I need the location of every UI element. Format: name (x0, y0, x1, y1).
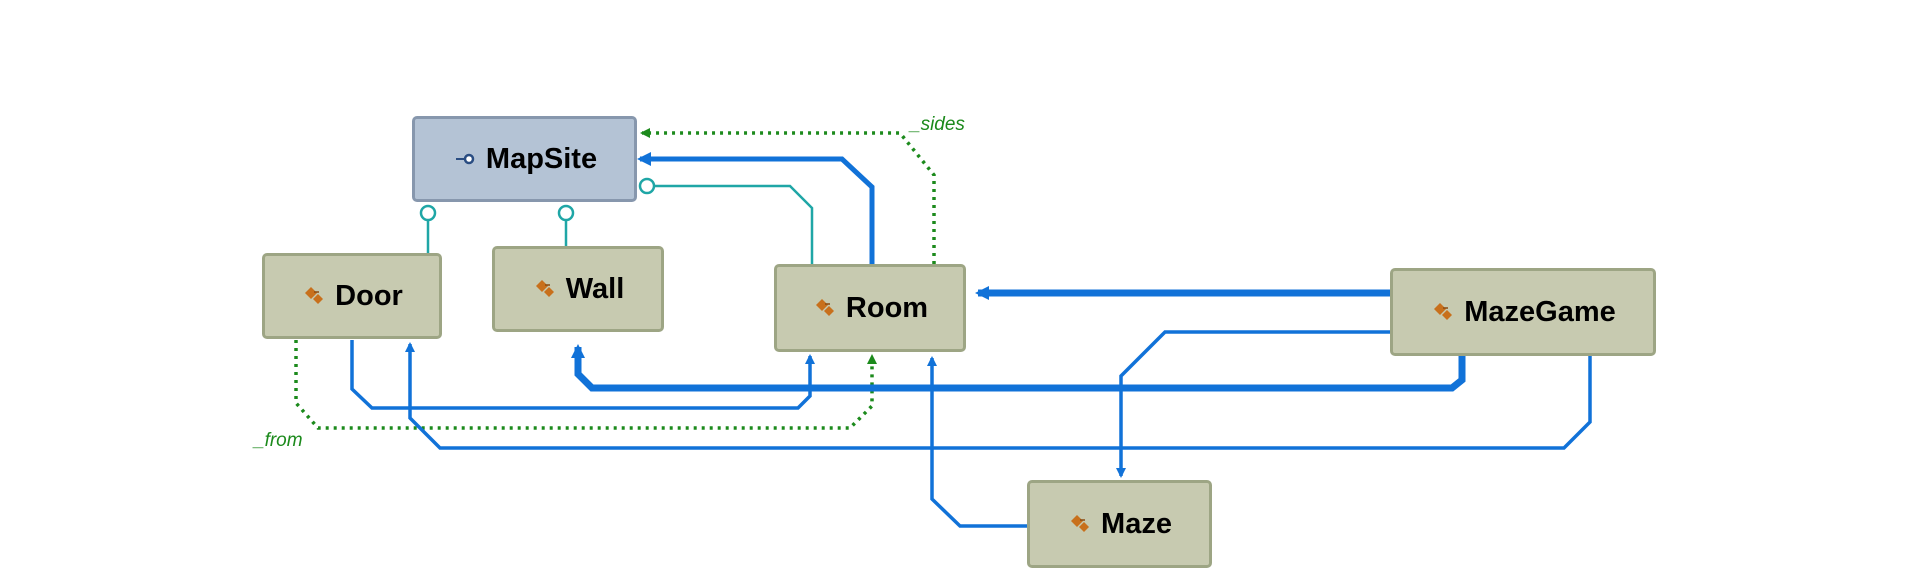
node-door-label: Door (335, 279, 403, 312)
dependency-room-mapsite[interactable] (637, 152, 875, 264)
node-room[interactable]: Room (774, 264, 966, 352)
node-door[interactable]: Door (262, 253, 442, 339)
dependency-mazegame-door[interactable] (405, 342, 1592, 450)
node-maze[interactable]: Maze (1027, 480, 1212, 568)
class-icon (1430, 299, 1456, 325)
node-wall[interactable]: Wall (492, 246, 664, 332)
edge-label-sides: _sides (910, 114, 965, 135)
class-icon (812, 295, 838, 321)
interface-icon (452, 146, 478, 172)
dependency-maze-room[interactable] (927, 356, 1031, 528)
node-mazegame[interactable]: MazeGame (1390, 268, 1656, 356)
association-door-room-from[interactable] (294, 340, 877, 430)
edge-label-from: _from (254, 430, 303, 451)
node-mazegame-label: MazeGame (1464, 295, 1616, 328)
node-mapsite[interactable]: MapSite (412, 116, 637, 202)
class-icon (1067, 511, 1093, 537)
node-wall-label: Wall (565, 272, 625, 305)
node-maze-label: Maze (1101, 507, 1172, 540)
node-mapsite-label: MapSite (485, 142, 598, 175)
class-icon (532, 276, 558, 302)
implements-door-mapsite[interactable] (419, 204, 437, 253)
dependency-mazegame-wall[interactable] (571, 344, 1466, 392)
implements-wall-mapsite[interactable] (557, 204, 575, 247)
node-room-label: Room (845, 291, 929, 324)
class-icon (301, 283, 327, 309)
dependency-mazegame-maze[interactable] (1116, 330, 1394, 478)
association-room-mapsite-sides[interactable] (640, 128, 936, 264)
implements-room-mapsite[interactable] (638, 177, 814, 264)
